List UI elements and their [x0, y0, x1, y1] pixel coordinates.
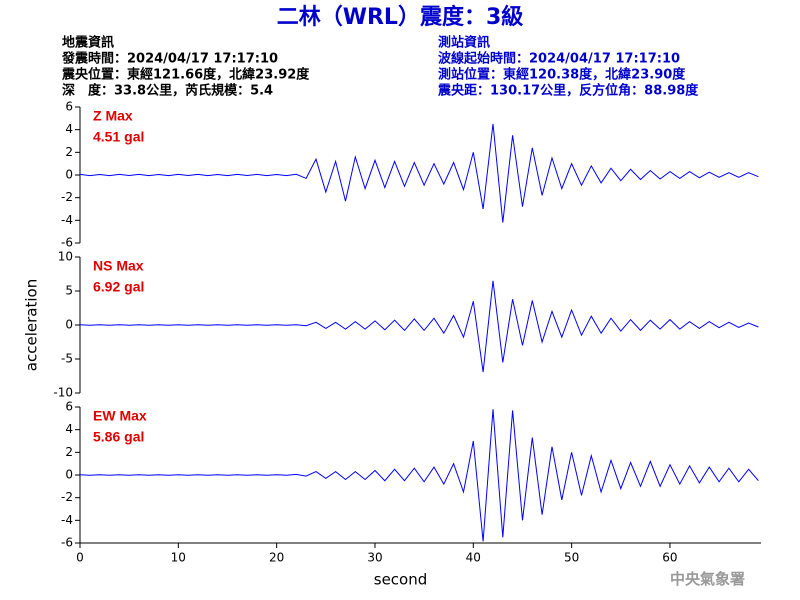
- y-axis-label: acceleration: [23, 279, 41, 371]
- max-label: 4.51 gal: [93, 129, 144, 145]
- channel-label: NS Max: [93, 258, 144, 274]
- waveform: [79, 123, 759, 223]
- y-tick-label: -5: [61, 352, 73, 366]
- y-tick-label: -4: [61, 213, 73, 227]
- y-tick-label: 4: [65, 122, 73, 136]
- y-tick-label: 0: [65, 468, 73, 482]
- waveform: [79, 280, 759, 373]
- x-tick-label: 30: [367, 551, 382, 565]
- y-tick-label: 10: [58, 250, 73, 264]
- max-label: 5.86 gal: [93, 429, 144, 445]
- chart-title: 二林（WRL）震度：3級: [277, 4, 524, 30]
- station-info: 波線起始時間：2024/04/17 17:17:10: [438, 51, 680, 67]
- x-tick-label: 10: [171, 551, 186, 565]
- y-tick-label: -2: [61, 190, 73, 204]
- event-info: 發震時間：2024/04/17 17:17:10: [61, 51, 278, 67]
- max-label: 6.92 gal: [93, 279, 144, 295]
- y-tick-label: 2: [65, 145, 73, 159]
- x-tick-label: 50: [564, 551, 579, 565]
- y-tick-label: -2: [61, 490, 73, 504]
- y-tick-label: -4: [61, 513, 73, 527]
- event-info: 深 度：33.8公里，芮氏規模：5.4: [62, 83, 273, 99]
- y-tick-label: 5: [65, 284, 73, 298]
- x-tick-label: 0: [76, 551, 84, 565]
- channel-label: Z Max: [93, 108, 133, 124]
- station-info: 測站資訊: [438, 35, 490, 51]
- y-tick-label: 0: [65, 318, 73, 332]
- y-tick-label: 0: [65, 168, 73, 182]
- station-info: 測站位置：東經120.38度，北緯23.90度: [438, 67, 686, 83]
- event-info: 地震資訊: [62, 35, 114, 51]
- y-tick-label: 6: [65, 400, 73, 414]
- channel-label: EW Max: [93, 408, 147, 424]
- y-tick-label: -10: [53, 386, 73, 400]
- x-axis-label: second: [374, 571, 428, 589]
- x-tick-label: 60: [662, 551, 677, 565]
- y-tick-label: 6: [65, 100, 73, 114]
- x-tick-label: 40: [466, 551, 481, 565]
- y-tick-label: 2: [65, 445, 73, 459]
- y-tick-label: -6: [61, 536, 73, 550]
- x-tick-label: 20: [269, 551, 284, 565]
- event-info: 震央位置：東經121.66度，北緯23.92度: [61, 67, 310, 83]
- waveform: [79, 409, 759, 542]
- y-tick-label: -6: [61, 236, 73, 250]
- footer: 中央氣象署: [670, 570, 745, 588]
- y-tick-label: 4: [65, 422, 73, 436]
- station-info: 震央距：130.17公里，反方位角：88.98度: [437, 83, 699, 99]
